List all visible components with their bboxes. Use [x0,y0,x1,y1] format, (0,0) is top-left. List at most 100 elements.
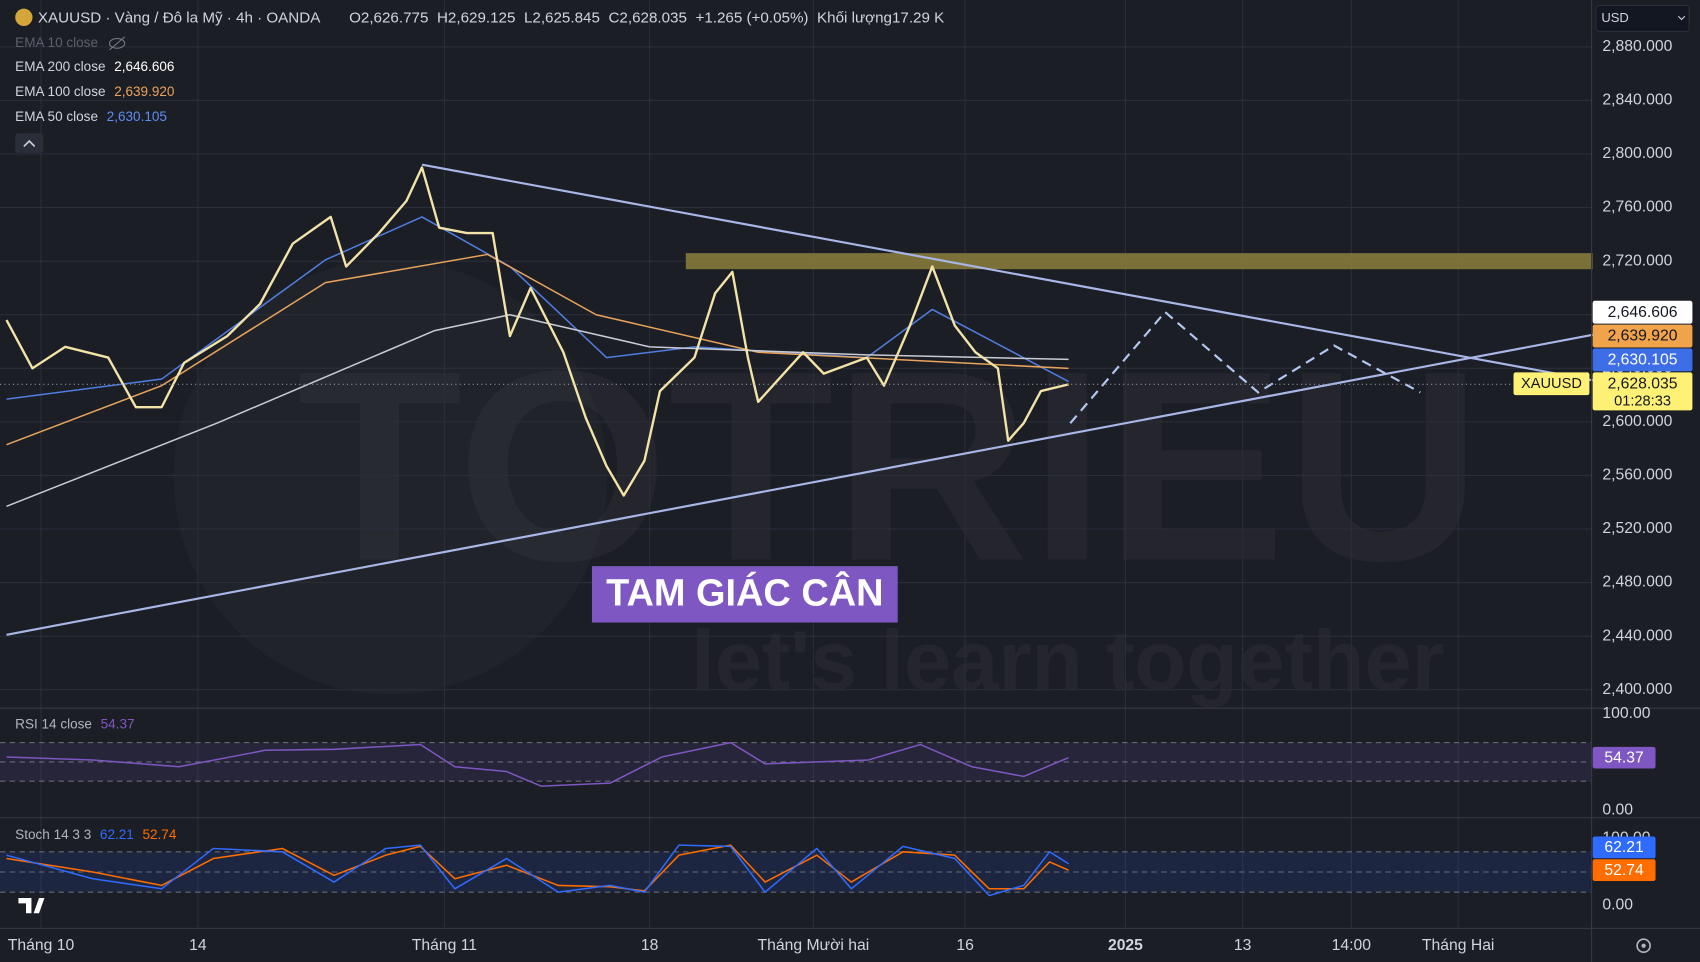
indicator-name: EMA 200 close [15,59,105,74]
chevron-up [23,139,36,147]
series-line [6,313,1069,507]
y-tick-label: 2,720.000 [1602,252,1672,269]
x-tick-label: Tháng Hai [1422,937,1495,954]
symbol-title: XAUUSD · Vàng / Đô la Mỹ · 4h · OANDA [38,9,321,26]
indicator-value: 2,630.105 [107,109,167,124]
resistance-zone [685,253,1593,270]
price-tag [1592,372,1693,411]
watermark-slogan: let's learn together [691,612,1444,707]
collapse-button[interactable] [15,133,44,153]
x-tick-label: 14 [189,937,207,954]
rsi-legend: RSI 14 close 54.37 [15,716,134,731]
indicator-value: 54.37 [101,716,135,731]
y-tick-label: 2,600.000 [1602,413,1672,430]
y-tick-label: 2,880.000 [1602,38,1672,55]
series-line [6,741,1069,787]
series-line [6,253,1069,446]
y-tick-label: 2,840.000 [1602,92,1672,109]
x-tick-label: 16 [956,937,974,954]
x-tick-label: Tháng 10 [8,937,75,954]
trendline [6,333,1593,636]
change: +1.265 (+0.05%) [695,9,808,26]
indicator-legend: EMA 200 close 2,646.606 [15,59,174,74]
tradingview-logo [18,898,45,914]
pattern-label-box [591,566,898,623]
chevron [1677,15,1686,21]
y-tick-label: 100.00 [1602,705,1650,722]
series-line [6,844,1069,897]
value-tag [1592,836,1656,859]
y-tick-label: 0.00 [1602,897,1633,914]
ohlc-value: 2,629.125 [448,9,515,26]
plot-area [0,0,1593,929]
icon [109,36,126,51]
symbol-tag [1513,372,1590,396]
eye-off-icon[interactable] [108,36,126,51]
symbol-logo [15,8,33,27]
settings-button[interactable] [1636,938,1651,954]
value-tag [1592,859,1656,881]
symbol-tag-label: XAUUSD [1521,376,1582,392]
ohlc-key: L [524,9,532,26]
gear [1636,938,1651,954]
gear-hub [1641,943,1646,948]
indicator-value: 2,646.606 [114,59,174,74]
x-tick-label: Tháng Mười hai [758,937,870,954]
indicator-name: RSI 14 close [15,716,92,731]
ohlc-key: C [608,9,619,26]
x-tick-label: Tháng 11 [412,937,477,954]
countdown: 01:28:33 [1614,394,1671,410]
indicator-name: EMA 100 close [15,84,105,99]
indicator-value: 52.74 [142,827,176,842]
y-tick-label: 2,480.000 [1602,574,1672,591]
indicator-name: EMA 50 close [15,109,98,124]
y-tick-label: 2,520.000 [1602,520,1672,537]
series-line [5,166,1069,497]
watermark: TOTRIEU let's learn together [173,260,1481,707]
value-tag-label: 62.21 [1604,839,1643,856]
ohlc-key: H [437,9,448,26]
header: XAUUSD · Vàng / Đô la Mỹ · 4h · OANDA O2… [15,8,944,153]
currency-select[interactable]: USD [1595,4,1690,32]
ohlc: O2,626.775 H2,629.125 L2,625.845 C2,628.… [349,9,944,26]
indicator-legend: EMA 100 close 2,639.920 [15,84,174,99]
pattern-label: TAM GIÁC CÂN [591,566,898,623]
indicator-legend: EMA 50 close 2,630.105 [15,109,167,124]
price-tag [1592,348,1693,372]
y-tick-label: 2,440.000 [1602,627,1672,644]
indicator-name: Stoch 14 3 3 [15,827,91,842]
y-tick-label: 0.00 [1602,801,1633,818]
projection-path [1069,310,1421,424]
select-box [1595,4,1690,32]
price-tag [1592,324,1693,348]
stoch-legend: Stoch 14 3 3 62.21 52.74 [15,827,177,842]
price-tag-label: 2,639.920 [1608,328,1678,345]
axes: 2,400.000 2,440.000 2,480.000 2,520.000 2,56… [8,38,1693,954]
indicator-value: 2,639.920 [114,84,174,99]
icon [108,37,126,49]
button-bg [15,133,44,153]
currency: USD [1601,10,1628,25]
price-tag-label: 2,628.035 [1608,375,1678,392]
x-tick-label: 18 [641,937,659,954]
price-tag-label: 2,630.105 [1608,352,1678,369]
x-tick-label: 14:00 [1332,937,1372,954]
volume-label: Khối lượng [817,9,892,26]
indicator-legend: EMA 10 close [15,35,98,50]
trendline [421,163,1593,382]
ohlc-value: 2,628.035 [619,9,686,26]
y-tick-label: 2,400.000 [1602,681,1672,698]
price-tag-label: 2,646.606 [1608,304,1678,321]
y-tick-label: 2,760.000 [1602,199,1672,216]
ohlc-value: 2,625.845 [532,9,599,26]
ohlc-value: 2,626.775 [361,9,428,26]
x-tick-label: 13 [1234,937,1252,954]
price-tag [1592,300,1693,324]
x-tick-label: 2025 [1108,937,1143,954]
value-tag-label: 52.74 [1604,862,1644,879]
value-tag-label: 54.37 [1604,749,1643,766]
indicator-value: 62.21 [100,827,134,842]
y-tick-label: 2,560.000 [1602,467,1672,484]
